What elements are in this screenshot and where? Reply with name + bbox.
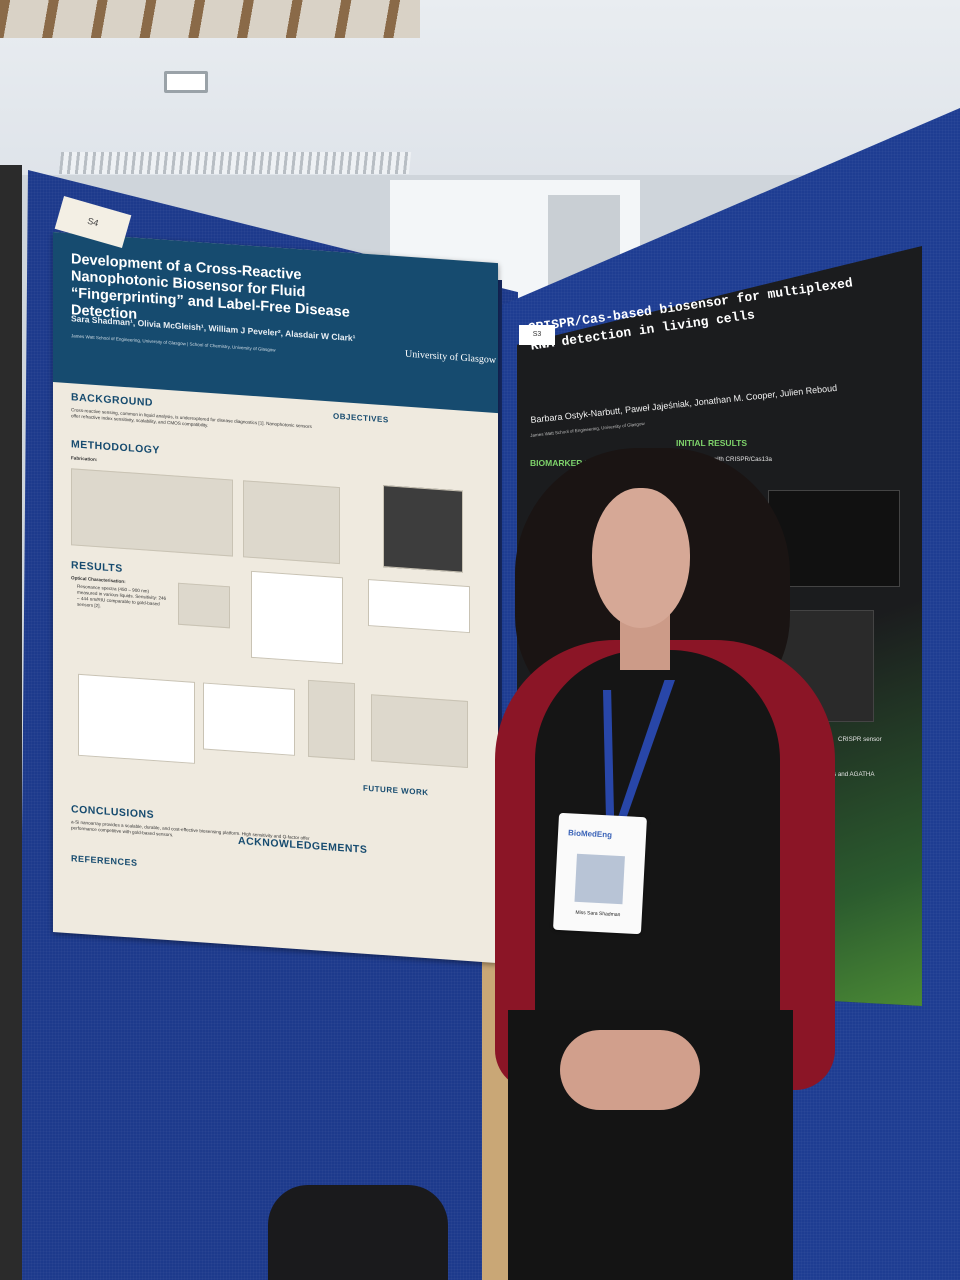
badge-name: Miss Sara Shadman: [575, 909, 621, 919]
section-text: Cross-reactive sensing, common in liquid…: [71, 407, 312, 430]
section-heading: REFERENCES: [71, 853, 138, 868]
person-face: [592, 488, 690, 628]
results-text: Resonance spectra (450 – 900 nm) measure…: [77, 583, 167, 609]
optical-image: [178, 582, 230, 629]
results-text: CRISPR sensor: [838, 736, 882, 743]
board-frame: [0, 165, 22, 1280]
spectra-chart: [251, 570, 343, 665]
ceiling-beams: [0, 0, 420, 38]
results-text: detection with CRISPR/Cas13a: [686, 456, 772, 463]
transmission-chart-2: [203, 682, 295, 756]
air-vent: [58, 152, 412, 174]
section-heading: METHODOLOGY: [71, 438, 160, 457]
name-badge: BioMedEng Miss Sara Shadman: [552, 812, 648, 935]
functionalisation-figure: [371, 694, 468, 769]
schematic-figure: [243, 480, 340, 565]
badge-image: [574, 853, 625, 905]
peaks-chart: [368, 579, 470, 634]
section-heading: INITIAL RESULTS: [676, 438, 747, 448]
hands-holding-glasses: [560, 1030, 700, 1110]
fabrication-figure: [71, 468, 233, 557]
section-heading: OBJECTIVES: [333, 411, 389, 425]
sem-figure: [383, 485, 463, 573]
transmission-chart: [78, 673, 195, 764]
badge-event: BioMedEng: [567, 828, 613, 840]
lanyard: [603, 690, 615, 840]
backpack: [268, 1185, 448, 1280]
results-chart: [768, 490, 900, 587]
section-heading: BACKGROUND: [71, 391, 153, 409]
microfluidic-platform: [308, 679, 355, 761]
section-heading: CONCLUSIONS: [71, 803, 155, 822]
section-heading: RESULTS: [71, 559, 123, 575]
board-number-tag: S3: [519, 325, 555, 345]
left-poster: Development of a Cross-Reactive Nanophot…: [53, 232, 498, 964]
results-text: s and AGATHA: [833, 771, 875, 778]
section-heading: FUTURE WORK: [363, 783, 429, 798]
fabrication-label: Fabrication:: [71, 455, 98, 463]
ceiling-light: [164, 71, 208, 93]
